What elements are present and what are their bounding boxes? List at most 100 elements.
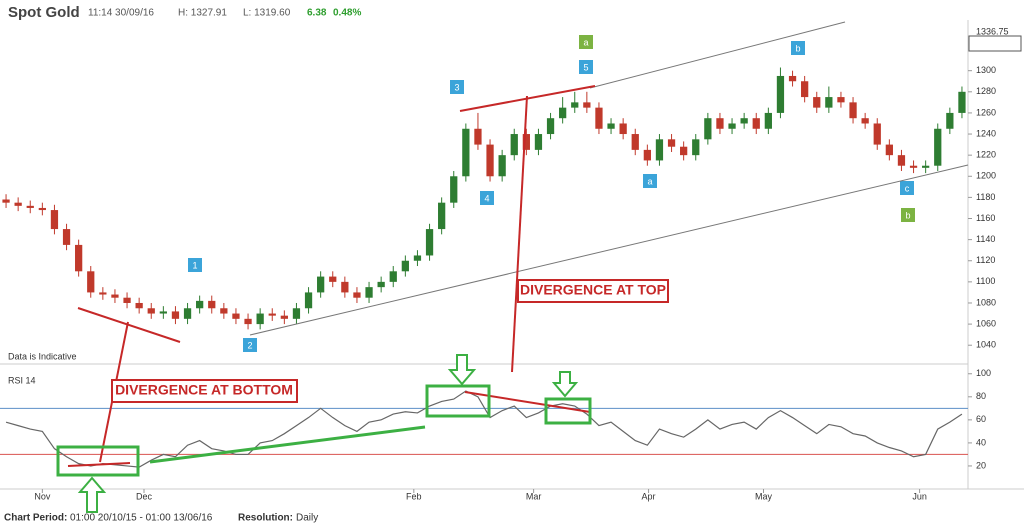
high: H: 1327.91: [178, 8, 227, 19]
note: Data is Indicative: [8, 351, 77, 361]
wave-label: 5: [583, 62, 588, 72]
candle-body: [583, 102, 591, 108]
candle-body: [667, 139, 676, 147]
candle-body: [498, 155, 506, 177]
rsi-box: [56, 445, 140, 477]
candle-body: [813, 97, 821, 108]
candle-body: [244, 318, 252, 325]
candle-body: [571, 102, 579, 108]
channel-upper: [589, 21, 846, 89]
y-tick-label: 1280: [976, 86, 996, 96]
candle-body: [873, 123, 881, 145]
candle-body: [607, 123, 615, 129]
candle-body: [75, 244, 83, 272]
y-tick-label: 1040: [976, 340, 996, 350]
candle-body: [655, 139, 664, 161]
candle-body: [438, 202, 446, 230]
wave-label: a: [583, 37, 588, 47]
time: 11:14 30/09/16: [88, 8, 154, 19]
wave-badge: [900, 181, 914, 195]
candle-body: [171, 311, 180, 319]
x-tick-label: Jun: [912, 491, 927, 501]
candle-body: [317, 276, 325, 293]
candle-body: [764, 112, 772, 129]
title: Spot Gold: [8, 4, 80, 21]
candle-body: [365, 287, 373, 298]
candle-body: [341, 281, 349, 293]
candle-body: [135, 302, 143, 309]
annotation-drawing: [56, 21, 1022, 513]
candle-body: [304, 292, 313, 309]
wave-badge: [480, 191, 494, 205]
candle-body: [801, 81, 809, 98]
change: 6.38: [307, 8, 327, 19]
wave-badge: [450, 80, 464, 94]
rsi-line: [5, 390, 963, 468]
candle-body: [353, 292, 361, 298]
wave-label: c: [905, 183, 910, 193]
candle-body: [208, 300, 216, 309]
candle-body: [546, 118, 555, 135]
rsi-support: [149, 425, 426, 464]
y-tick-label: 1336.75: [976, 26, 1009, 36]
rsi-trend-bottom: [67, 462, 131, 467]
y-tick-label: 1100: [976, 276, 995, 286]
candle-body: [728, 123, 736, 129]
candle-body: [159, 311, 167, 314]
arrow-up: [77, 476, 107, 513]
candle-body: [534, 134, 543, 150]
candle-body: [522, 134, 530, 150]
candle-body: [752, 118, 760, 129]
candle-body: [486, 144, 494, 177]
wave-badge: [243, 338, 257, 352]
wave-label: b: [795, 43, 800, 53]
wave-badge: [791, 41, 805, 55]
candle-body: [256, 313, 264, 325]
candle-body: [232, 313, 240, 319]
candle-body: [292, 308, 301, 319]
y-tick-label: 1220: [976, 150, 996, 160]
candle-body: [643, 149, 651, 161]
candle-body: [26, 205, 34, 208]
price-box: [968, 35, 1022, 52]
y-tick-label: 1160: [976, 213, 995, 223]
channel-lower: [249, 164, 969, 336]
candle-body: [958, 91, 966, 113]
rsi-box: [425, 384, 491, 418]
candle-body: [401, 260, 409, 272]
candle-body: [510, 134, 518, 156]
y-tick-label: 1060: [976, 318, 996, 328]
candle-body: [922, 165, 930, 168]
candle-body: [329, 276, 337, 282]
candle-body: [14, 202, 22, 206]
y-tick-label: 1260: [976, 107, 996, 117]
candle-body: [946, 112, 954, 129]
candle-body: [220, 308, 228, 314]
wave-label: 1: [192, 260, 197, 270]
candle-body: [62, 229, 71, 245]
candle-body: [450, 176, 458, 203]
wave-badge: [901, 208, 915, 222]
x-tick-label: Nov: [34, 491, 51, 501]
x-tick-label: Dec: [136, 491, 153, 501]
candle-body: [462, 128, 470, 177]
candle-body: [413, 255, 422, 261]
x-tick-label: Apr: [642, 491, 656, 501]
wave-label: 2: [247, 340, 252, 350]
y-tick-label: 1080: [976, 297, 996, 307]
candle-body: [619, 123, 627, 135]
wave-badge: [579, 60, 593, 74]
candle-body: [559, 107, 567, 119]
candle-body: [776, 75, 785, 113]
footer-value: 01:00 20/10/15 - 01:00 13/06/16: [70, 513, 213, 524]
y-tick-label: 1240: [976, 128, 996, 138]
wave-label: 3: [454, 82, 459, 92]
arrow-down: [447, 354, 477, 386]
candle-body: [837, 97, 845, 103]
candle-body: [280, 315, 288, 319]
candle-body: [377, 281, 385, 288]
x-tick-label: Feb: [406, 491, 422, 501]
rsi-tick-label: 20: [976, 460, 986, 470]
candle-body: [934, 128, 942, 166]
